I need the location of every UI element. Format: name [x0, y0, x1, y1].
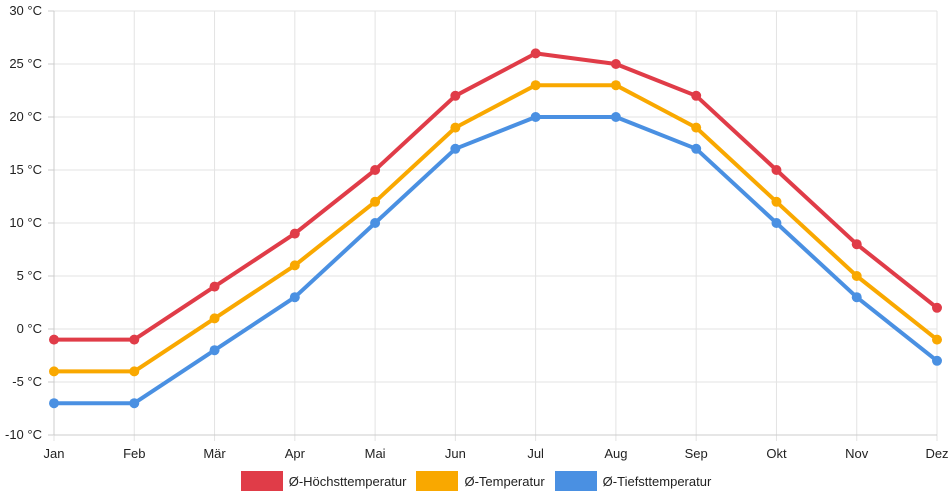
data-point-2	[530, 112, 541, 122]
series-layer	[49, 48, 942, 409]
chart-legend: Ø-Höchsttemperatur Ø-Temperatur Ø-Tiefst…	[0, 471, 952, 491]
y-tick-label: 25 °C	[9, 56, 42, 71]
x-tick-label: Jan	[44, 446, 65, 461]
y-tick-label: 15 °C	[9, 162, 42, 177]
x-tick-label: Aug	[604, 446, 627, 461]
x-tick-label: Nov	[845, 446, 869, 461]
data-point-0	[450, 90, 461, 101]
data-point-0	[530, 48, 541, 59]
data-point-0	[932, 302, 942, 313]
data-point-1	[771, 196, 782, 207]
y-tick-label: 5 °C	[17, 268, 42, 283]
grid-layer	[48, 10, 938, 441]
data-point-2	[129, 398, 140, 409]
data-point-1	[851, 271, 862, 281]
data-point-0	[771, 165, 782, 175]
y-tick-label: 30 °C	[9, 3, 42, 18]
data-point-1	[49, 366, 59, 377]
data-point-2	[771, 218, 782, 228]
x-tick-label: Jun	[445, 446, 466, 461]
series-line-1	[52, 83, 939, 374]
x-tick-label: Mär	[203, 446, 226, 461]
legend-swatch-mittel	[416, 471, 459, 491]
data-point-1	[610, 80, 621, 91]
x-tick-label: Mai	[365, 446, 386, 461]
series-line-0	[52, 51, 939, 342]
y-tick-label: 20 °C	[9, 109, 42, 124]
legend-item-mittel[interactable]: Ø-Temperatur	[416, 471, 545, 491]
x-tick-label: Apr	[285, 446, 306, 461]
data-point-0	[209, 281, 220, 292]
data-point-1	[209, 313, 220, 324]
legend-item-tiefst[interactable]: Ø-Tiefsttemperatur	[554, 471, 712, 491]
data-point-1	[530, 80, 541, 91]
data-point-0	[610, 59, 621, 69]
y-tick-label: -5 °C	[12, 374, 42, 389]
x-tick-label: Dez	[925, 446, 948, 461]
data-point-1	[370, 196, 381, 207]
data-point-0	[289, 228, 300, 239]
y-tick-label: -10 °C	[5, 427, 42, 442]
data-point-0	[851, 239, 862, 250]
data-point-2	[209, 345, 220, 356]
legend-label-hoechst: Ø-Höchsttemperatur	[288, 473, 407, 489]
x-tick-label: Okt	[766, 446, 787, 461]
y-tick-label: 0 °C	[17, 321, 42, 336]
y-tick-label: 10 °C	[9, 215, 42, 230]
data-point-1	[450, 122, 461, 133]
data-point-1	[691, 122, 702, 133]
legend-swatch-tiefst	[554, 471, 597, 491]
data-point-2	[289, 292, 300, 303]
data-point-0	[370, 165, 381, 175]
data-point-0	[49, 334, 59, 345]
data-point-2	[691, 143, 702, 154]
series-line-2	[52, 115, 939, 406]
data-point-2	[610, 112, 621, 122]
legend-item-hoechst[interactable]: Ø-Höchsttemperatur	[240, 471, 407, 491]
data-point-2	[450, 143, 461, 154]
data-point-2	[370, 218, 381, 228]
data-point-0	[691, 90, 702, 101]
axis-layer: 30 °C 25 °C 20 °C 15 °C 10 °C 5 °C 0 °C -5 °C -1…	[5, 3, 949, 461]
data-point-2	[932, 355, 942, 366]
x-tick-label: Sep	[685, 446, 708, 461]
data-point-1	[289, 260, 300, 271]
legend-label-mittel: Ø-Temperatur	[464, 473, 545, 489]
legend-label-tiefst: Ø-Tiefsttemperatur	[602, 473, 712, 489]
data-point-2	[49, 398, 59, 409]
chart-canvas: 30 °C 25 °C 20 °C 15 °C 10 °C 5 °C 0 °C -5 °C -1…	[5, 3, 949, 461]
data-point-0	[129, 334, 140, 345]
data-point-2	[851, 292, 862, 303]
x-tick-label: Jul	[527, 446, 544, 461]
legend-swatch-hoechst	[240, 471, 283, 491]
x-tick-label: Feb	[123, 446, 145, 461]
data-point-1	[129, 366, 140, 377]
data-point-1	[932, 334, 942, 345]
